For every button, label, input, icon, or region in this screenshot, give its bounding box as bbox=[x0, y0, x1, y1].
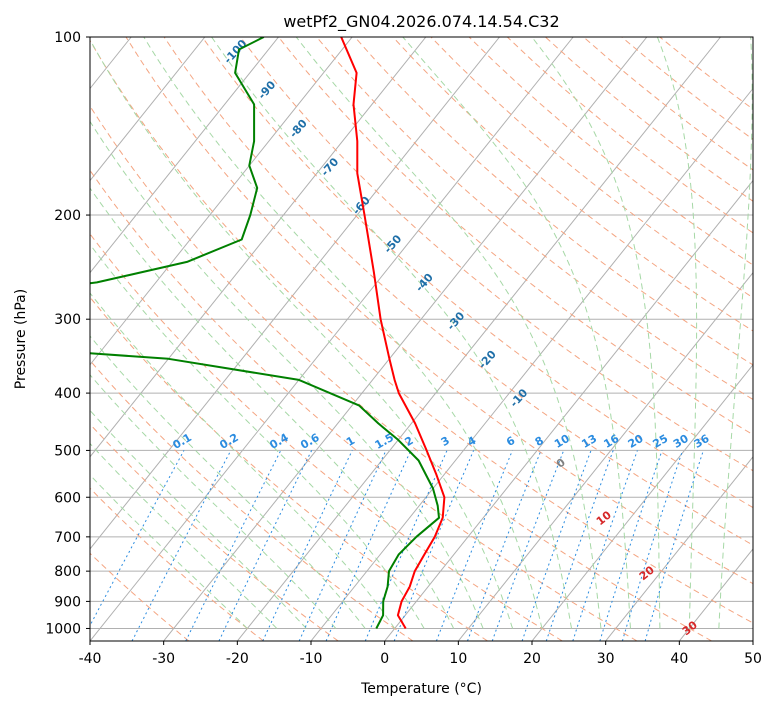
y-tick-label: 700 bbox=[54, 530, 81, 546]
dry-adiabat-line bbox=[90, 39, 753, 624]
isotherm-gridline bbox=[90, 37, 427, 458]
y-tick-label: 600 bbox=[54, 490, 81, 506]
dry-adiabat-line bbox=[90, 359, 414, 641]
dry-adiabat-line bbox=[316, 37, 753, 401]
x-axis-label: Temperature (°C) bbox=[360, 681, 482, 697]
dewpoint-profile-line bbox=[90, 37, 440, 629]
dry-adiabat-line bbox=[90, 552, 190, 641]
moist-adiabat-line bbox=[90, 374, 337, 629]
mixing-ratio-line bbox=[298, 450, 387, 641]
isotherm-gridline bbox=[163, 37, 648, 641]
mixing-ratio-line bbox=[393, 450, 475, 641]
mixing-ratio-line bbox=[185, 450, 282, 641]
mixing-ratio-line bbox=[262, 450, 353, 641]
dry-adiabat-line bbox=[278, 37, 753, 436]
moist-adiabat-line bbox=[211, 37, 572, 629]
isotherm-gridline bbox=[90, 37, 206, 182]
mixing-ratio-line bbox=[621, 450, 684, 641]
y-tick-label: 800 bbox=[54, 564, 81, 580]
x-tick-label: 30 bbox=[597, 651, 615, 667]
chart-title: wetPf2_GN04.2026.074.14.54.C32 bbox=[283, 12, 559, 32]
plot-frame bbox=[89, 36, 754, 642]
mixing-ratio-line bbox=[572, 450, 638, 641]
moist-adiabat-line bbox=[295, 37, 602, 629]
mixing-ratio-line bbox=[545, 450, 614, 641]
mixing-ratio-line bbox=[467, 450, 542, 641]
y-tick-label: 400 bbox=[54, 386, 81, 402]
y-tick-label: 900 bbox=[54, 594, 81, 610]
moist-adiabat-line bbox=[531, 37, 661, 629]
mixing-ratio-line bbox=[90, 450, 185, 627]
x-tick-label: 10 bbox=[449, 651, 467, 667]
mixing-ratio-line bbox=[599, 450, 663, 641]
moist-adiabat-line bbox=[90, 292, 396, 629]
x-tick-label: 40 bbox=[670, 651, 688, 667]
mixing-ratio-line bbox=[435, 450, 513, 641]
moist-adiabat-line bbox=[90, 474, 248, 629]
x-tick-label: 0 bbox=[380, 651, 389, 667]
y-tick-label: 500 bbox=[54, 443, 81, 459]
isotherm-gridline bbox=[90, 37, 353, 366]
mixing-ratio-line bbox=[131, 450, 232, 641]
moist-adiabat-line bbox=[656, 37, 698, 629]
mixing-ratio-line bbox=[521, 450, 592, 641]
temperature-profile-line bbox=[340, 37, 446, 630]
moist-adiabat-line bbox=[90, 243, 425, 629]
isotherm-gridline bbox=[384, 179, 753, 641]
dry-adiabat-line bbox=[125, 37, 753, 585]
moist-adiabat-line bbox=[402, 37, 631, 629]
moist-adiabat-line bbox=[90, 335, 366, 629]
isotherm-gridline bbox=[605, 456, 753, 641]
x-tick-label: -30 bbox=[152, 651, 175, 667]
isotherm-gridline bbox=[90, 37, 500, 550]
dry-adiabat-line bbox=[354, 37, 753, 366]
dry-adiabat-line bbox=[163, 37, 753, 546]
mixing-ratio-line bbox=[218, 450, 313, 641]
x-tick-label: -10 bbox=[300, 651, 323, 667]
x-tick-label: -40 bbox=[79, 651, 102, 667]
isotherm-gridline bbox=[90, 37, 574, 641]
dry-adiabat-line bbox=[201, 37, 753, 509]
moist-adiabat-line bbox=[90, 120, 484, 629]
x-tick-label: 20 bbox=[523, 651, 541, 667]
mixing-ratio-line bbox=[644, 450, 704, 641]
x-tick-label: -20 bbox=[226, 651, 249, 667]
moist-adiabat-line bbox=[143, 37, 543, 629]
mixing-ratio-line bbox=[364, 450, 448, 641]
mixing-ratio-line bbox=[325, 450, 412, 641]
isotherm-gridline bbox=[90, 37, 279, 274]
y-axis-label: Pressure (hPa) bbox=[13, 289, 29, 389]
x-tick-label: 50 bbox=[744, 651, 762, 667]
dry-adiabat-line bbox=[90, 296, 488, 641]
y-tick-label: 100 bbox=[54, 30, 81, 46]
y-tick-label: 200 bbox=[54, 208, 81, 224]
dry-adiabat-line bbox=[90, 105, 712, 641]
isotherm-gridline bbox=[457, 271, 753, 641]
dry-adiabat-line bbox=[392, 37, 753, 332]
moist-adiabat-line bbox=[718, 37, 753, 629]
dry-adiabat-line bbox=[90, 233, 563, 641]
y-tick-label: 300 bbox=[54, 312, 81, 328]
moist-adiabat-line bbox=[90, 38, 514, 629]
isotherm-gridline bbox=[236, 37, 721, 641]
isotherm-gridline bbox=[531, 363, 753, 641]
y-tick-label: 1000 bbox=[45, 621, 81, 637]
